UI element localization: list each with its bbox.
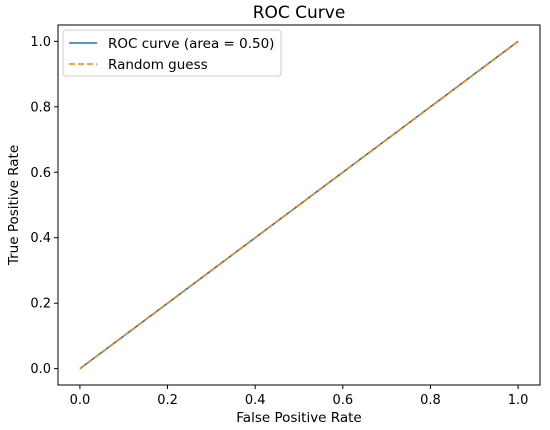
y-axis-label: True Positive Rate [6, 145, 22, 266]
x-axis-ticks: 0.0 0.2 0.4 0.6 0.8 1.0 [70, 385, 529, 408]
chart-title: ROC Curve [253, 3, 346, 23]
y-tick-label: 0.4 [30, 231, 51, 246]
x-axis-label: False Positive Rate [236, 410, 361, 426]
legend-label: ROC curve (area = 0.50) [108, 36, 274, 52]
legend: ROC curve (area = 0.50) Random guess [62, 29, 282, 77]
legend-box [62, 29, 282, 77]
legend-label: Random guess [108, 57, 208, 73]
y-tick-label: 0.8 [30, 100, 51, 115]
y-axis-ticks: 0.0 0.2 0.4 0.6 0.8 1.0 [30, 35, 58, 377]
x-tick-label: 0.2 [157, 393, 178, 408]
x-tick-label: 0.4 [245, 393, 266, 408]
x-tick-label: 0.8 [420, 393, 441, 408]
series-layer [79, 40, 519, 370]
y-tick-label: 0.0 [30, 362, 51, 377]
y-tick-label: 0.6 [30, 166, 51, 181]
y-tick-label: 1.0 [30, 35, 51, 50]
y-tick-label: 0.2 [30, 297, 51, 312]
x-tick-label: 1.0 [508, 393, 529, 408]
x-tick-label: 0.6 [332, 393, 353, 408]
plot-area-frame [57, 24, 541, 386]
series-line-random-guess [79, 40, 519, 370]
x-tick-label: 0.0 [70, 393, 91, 408]
